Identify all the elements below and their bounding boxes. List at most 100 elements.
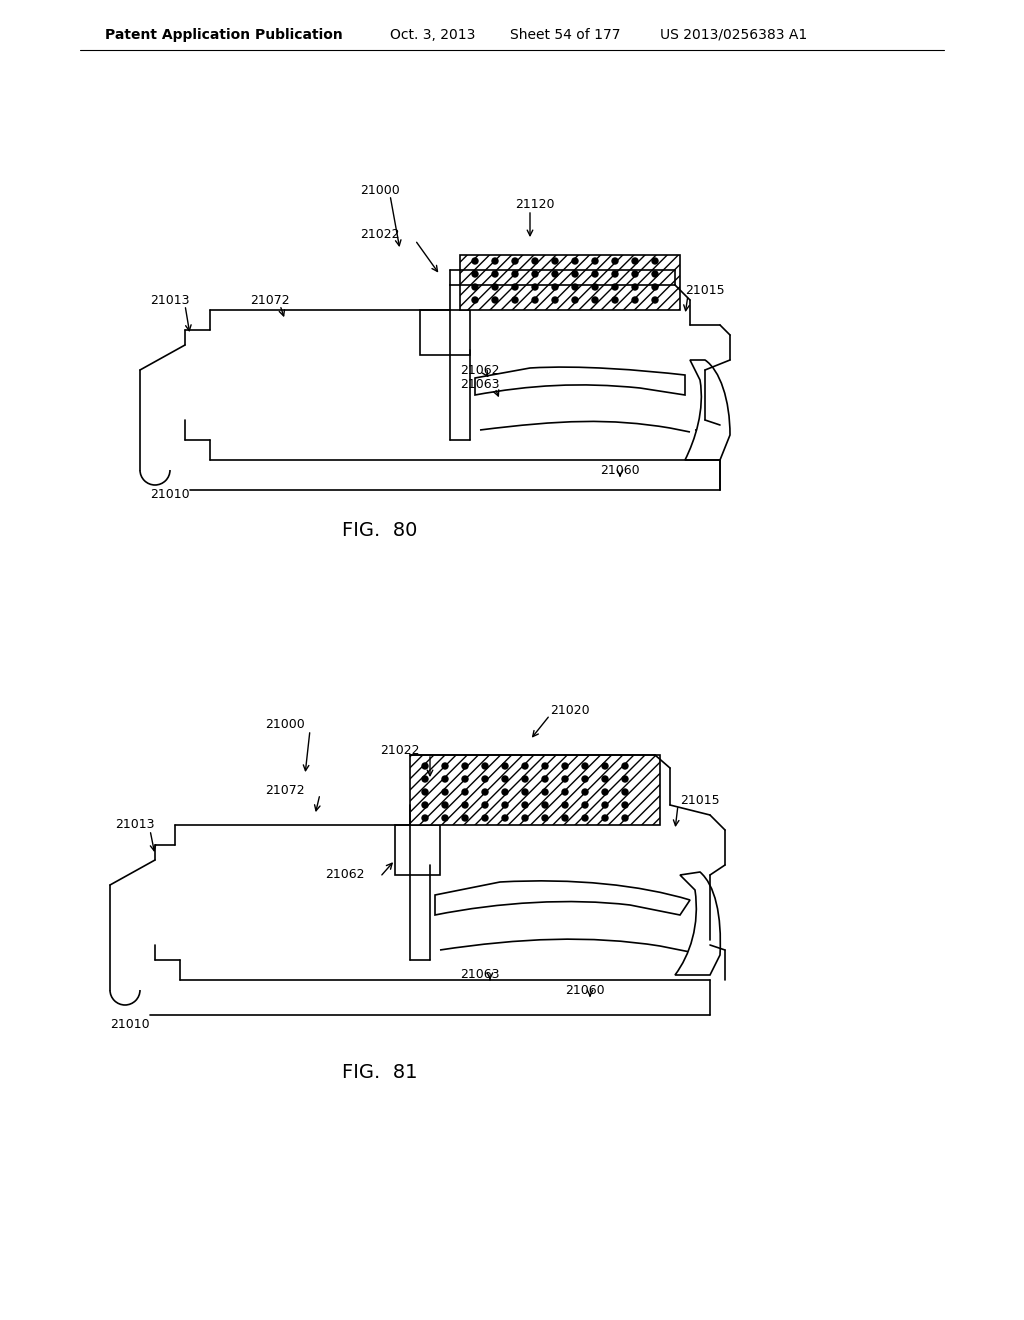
Circle shape	[502, 763, 508, 770]
Text: 21120: 21120	[515, 198, 555, 211]
Circle shape	[422, 776, 428, 781]
Circle shape	[442, 763, 449, 770]
Circle shape	[632, 284, 638, 290]
Circle shape	[462, 776, 468, 781]
Circle shape	[422, 763, 428, 770]
Circle shape	[442, 776, 449, 781]
Circle shape	[492, 284, 498, 290]
Circle shape	[652, 297, 658, 304]
Bar	[410, 755, 660, 825]
Text: 21063: 21063	[460, 379, 500, 392]
Circle shape	[592, 257, 598, 264]
Text: 21022: 21022	[360, 228, 399, 242]
Circle shape	[522, 803, 528, 808]
Circle shape	[542, 789, 548, 795]
Circle shape	[462, 814, 468, 821]
Circle shape	[492, 257, 498, 264]
Circle shape	[562, 789, 568, 795]
Circle shape	[622, 814, 628, 821]
Text: 21062: 21062	[460, 363, 500, 376]
Circle shape	[522, 814, 528, 821]
Bar	[460, 255, 680, 310]
Circle shape	[462, 803, 468, 808]
Circle shape	[612, 257, 618, 264]
Bar	[420, 310, 470, 355]
Circle shape	[542, 776, 548, 781]
Circle shape	[612, 271, 618, 277]
Circle shape	[562, 763, 568, 770]
Circle shape	[572, 284, 578, 290]
Text: 21015: 21015	[680, 793, 720, 807]
Circle shape	[512, 271, 518, 277]
Bar	[395, 825, 440, 875]
Circle shape	[482, 789, 488, 795]
Text: 21013: 21013	[150, 293, 189, 306]
PathPatch shape	[685, 360, 730, 459]
Text: 21062: 21062	[325, 869, 365, 882]
PathPatch shape	[675, 873, 720, 975]
Circle shape	[652, 271, 658, 277]
Circle shape	[552, 271, 558, 277]
Circle shape	[572, 257, 578, 264]
Circle shape	[582, 803, 588, 808]
Circle shape	[602, 814, 608, 821]
Circle shape	[562, 803, 568, 808]
Circle shape	[592, 297, 598, 304]
Circle shape	[562, 776, 568, 781]
Circle shape	[492, 271, 498, 277]
Circle shape	[612, 297, 618, 304]
Circle shape	[652, 284, 658, 290]
Circle shape	[532, 271, 538, 277]
Circle shape	[462, 789, 468, 795]
Circle shape	[532, 257, 538, 264]
Text: Sheet 54 of 177: Sheet 54 of 177	[510, 28, 621, 42]
Circle shape	[542, 803, 548, 808]
Text: Oct. 3, 2013: Oct. 3, 2013	[390, 28, 475, 42]
Circle shape	[552, 284, 558, 290]
Circle shape	[552, 297, 558, 304]
Circle shape	[602, 789, 608, 795]
Circle shape	[502, 803, 508, 808]
Text: 21010: 21010	[150, 488, 189, 502]
Text: 21010: 21010	[110, 1019, 150, 1031]
Text: 21000: 21000	[265, 718, 305, 731]
Text: FIG.  80: FIG. 80	[342, 520, 418, 540]
Text: 21060: 21060	[600, 463, 640, 477]
Circle shape	[572, 271, 578, 277]
Text: Patent Application Publication: Patent Application Publication	[105, 28, 343, 42]
Circle shape	[482, 776, 488, 781]
Circle shape	[592, 284, 598, 290]
Text: US 2013/0256383 A1: US 2013/0256383 A1	[660, 28, 807, 42]
Circle shape	[442, 789, 449, 795]
Circle shape	[502, 789, 508, 795]
Text: 21000: 21000	[360, 183, 399, 197]
Circle shape	[462, 763, 468, 770]
Circle shape	[622, 763, 628, 770]
Circle shape	[582, 763, 588, 770]
PathPatch shape	[435, 880, 690, 915]
Circle shape	[602, 776, 608, 781]
Circle shape	[532, 297, 538, 304]
Text: 21072: 21072	[250, 293, 290, 306]
Circle shape	[522, 763, 528, 770]
Circle shape	[512, 284, 518, 290]
Text: 21060: 21060	[565, 983, 604, 997]
Circle shape	[602, 763, 608, 770]
Circle shape	[622, 803, 628, 808]
Circle shape	[582, 814, 588, 821]
Circle shape	[482, 814, 488, 821]
Circle shape	[502, 814, 508, 821]
Circle shape	[652, 257, 658, 264]
Circle shape	[442, 803, 449, 808]
Circle shape	[632, 271, 638, 277]
Circle shape	[472, 271, 478, 277]
Circle shape	[582, 789, 588, 795]
Circle shape	[472, 257, 478, 264]
Text: 21063: 21063	[460, 969, 500, 982]
Circle shape	[422, 803, 428, 808]
Circle shape	[632, 257, 638, 264]
Circle shape	[502, 776, 508, 781]
Circle shape	[472, 297, 478, 304]
Circle shape	[482, 803, 488, 808]
Text: 21072: 21072	[265, 784, 304, 796]
